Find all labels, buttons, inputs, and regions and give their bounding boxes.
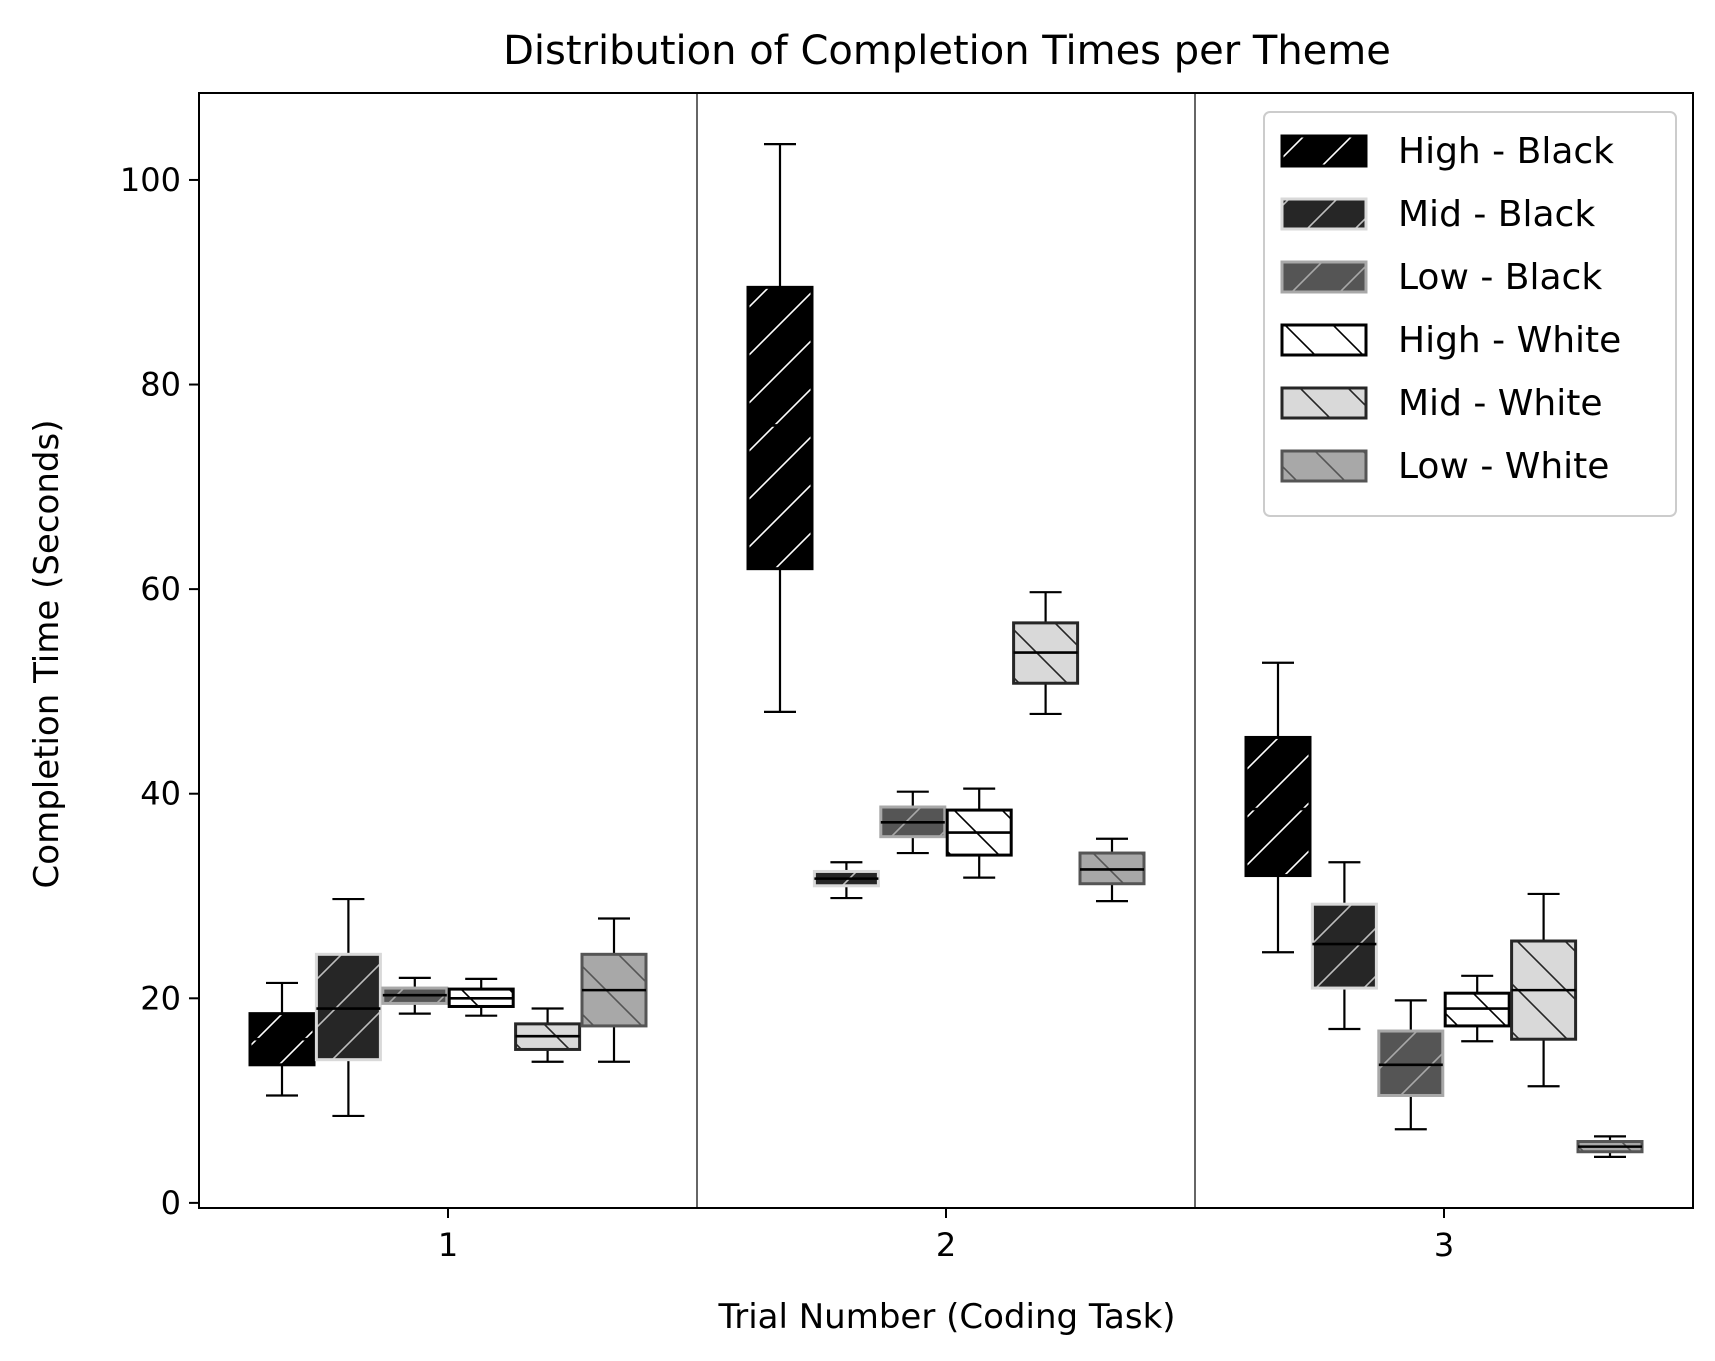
legend-label: Mid - White [1398, 383, 1602, 424]
box-high-black-trial-1 [248, 981, 316, 1097]
y-tick-label: 60 [140, 570, 181, 608]
legend-item: Mid - Black [1280, 194, 1595, 235]
legend-item: Mid - White [1280, 383, 1602, 424]
box-low-white-trial-2 [1078, 837, 1146, 903]
legend-swatch [1280, 134, 1368, 168]
legend-label: High - White [1398, 320, 1621, 361]
legend-label: Low - Black [1398, 257, 1602, 298]
box-body [1244, 735, 1312, 878]
y-tick-label: 0 [161, 1184, 181, 1222]
box-low-black-trial-1 [381, 976, 449, 1015]
y-tick-label: 20 [140, 979, 181, 1017]
chart-title: Distribution of Completion Times per The… [503, 28, 1391, 74]
box-body [1377, 1029, 1445, 1097]
box-mid-black-trial-1 [314, 897, 382, 1118]
box-mid-black-trial-2 [812, 861, 880, 900]
legend-item: Low - White [1280, 446, 1609, 487]
legend: High - Black Mid - Black Low - Black High -… [1263, 111, 1677, 517]
box-mid-white-trial-1 [514, 1007, 582, 1063]
box-high-black-trial-3 [1244, 661, 1312, 954]
x-axis-label: Trial Number (Coding Task) [717, 1297, 1175, 1337]
box-low-white-trial-3 [1576, 1135, 1644, 1158]
x-tick-label: 1 [438, 1226, 458, 1264]
legend-swatch [1280, 323, 1368, 357]
box-low-black-trial-3 [1377, 999, 1445, 1131]
box-high-white-trial-3 [1443, 974, 1511, 1043]
x-tick-label: 3 [1434, 1226, 1454, 1264]
box-high-black-trial-2 [746, 143, 814, 713]
box-body [1310, 902, 1378, 990]
x-tick-label: 2 [936, 1226, 956, 1264]
box-mid-white-trial-2 [1012, 591, 1080, 716]
legend-item: High - White [1280, 320, 1621, 361]
box-body [746, 285, 814, 571]
legend-item: High - Black [1280, 131, 1614, 172]
box-body [314, 952, 382, 1062]
legend-label: High - Black [1398, 131, 1614, 172]
axes-layer: 0 20 40 60 80 100 1 2 3 [120, 92, 1694, 1264]
legend-label: Low - White [1398, 446, 1609, 487]
box-high-white-trial-2 [945, 787, 1013, 879]
box-low-white-trial-1 [580, 917, 648, 1063]
legend-swatch [1280, 449, 1368, 483]
boxes-layer [248, 143, 1644, 1158]
box-mid-white-trial-3 [1510, 892, 1578, 1088]
box-high-white-trial-1 [447, 977, 515, 1017]
y-axis-label: Completion Time (Seconds) [27, 420, 67, 889]
legend-swatch [1280, 386, 1368, 420]
group-separators [696, 93, 1196, 1208]
legend-swatch [1280, 197, 1368, 231]
y-tick-label: 100 [120, 161, 181, 199]
y-tick-label: 40 [140, 775, 181, 813]
box-low-black-trial-2 [879, 790, 947, 855]
legend-label: Mid - Black [1398, 194, 1595, 235]
legend-item: Low - Black [1280, 257, 1602, 298]
y-tick-label: 80 [140, 366, 181, 404]
legend-swatch [1280, 260, 1368, 294]
box-mid-black-trial-3 [1310, 861, 1378, 1031]
